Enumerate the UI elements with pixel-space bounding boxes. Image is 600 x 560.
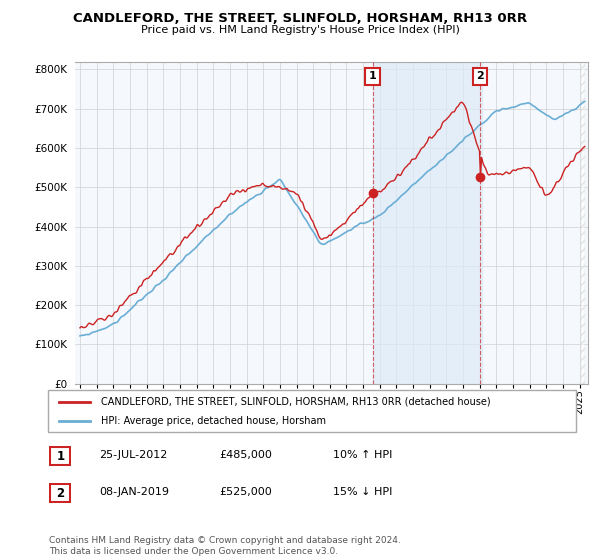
Text: 2: 2 [476,71,484,81]
Text: Contains HM Land Registry data © Crown copyright and database right 2024.
This d: Contains HM Land Registry data © Crown c… [49,536,401,556]
Text: £525,000: £525,000 [219,487,272,497]
Text: 1: 1 [369,71,377,81]
Text: HPI: Average price, detached house, Horsham: HPI: Average price, detached house, Hors… [101,416,326,426]
Text: 2: 2 [56,487,64,500]
Text: 10% ↑ HPI: 10% ↑ HPI [333,450,392,460]
FancyBboxPatch shape [50,484,70,502]
Text: 25-JUL-2012: 25-JUL-2012 [99,450,167,460]
FancyBboxPatch shape [50,447,70,465]
FancyBboxPatch shape [48,390,576,432]
Text: 15% ↓ HPI: 15% ↓ HPI [333,487,392,497]
Text: 1: 1 [56,450,64,463]
Text: £485,000: £485,000 [219,450,272,460]
Text: CANDLEFORD, THE STREET, SLINFOLD, HORSHAM, RH13 0RR (detached house): CANDLEFORD, THE STREET, SLINFOLD, HORSHA… [101,396,490,407]
Text: Price paid vs. HM Land Registry's House Price Index (HPI): Price paid vs. HM Land Registry's House … [140,25,460,35]
Text: 08-JAN-2019: 08-JAN-2019 [99,487,169,497]
Text: CANDLEFORD, THE STREET, SLINFOLD, HORSHAM, RH13 0RR: CANDLEFORD, THE STREET, SLINFOLD, HORSHA… [73,12,527,25]
